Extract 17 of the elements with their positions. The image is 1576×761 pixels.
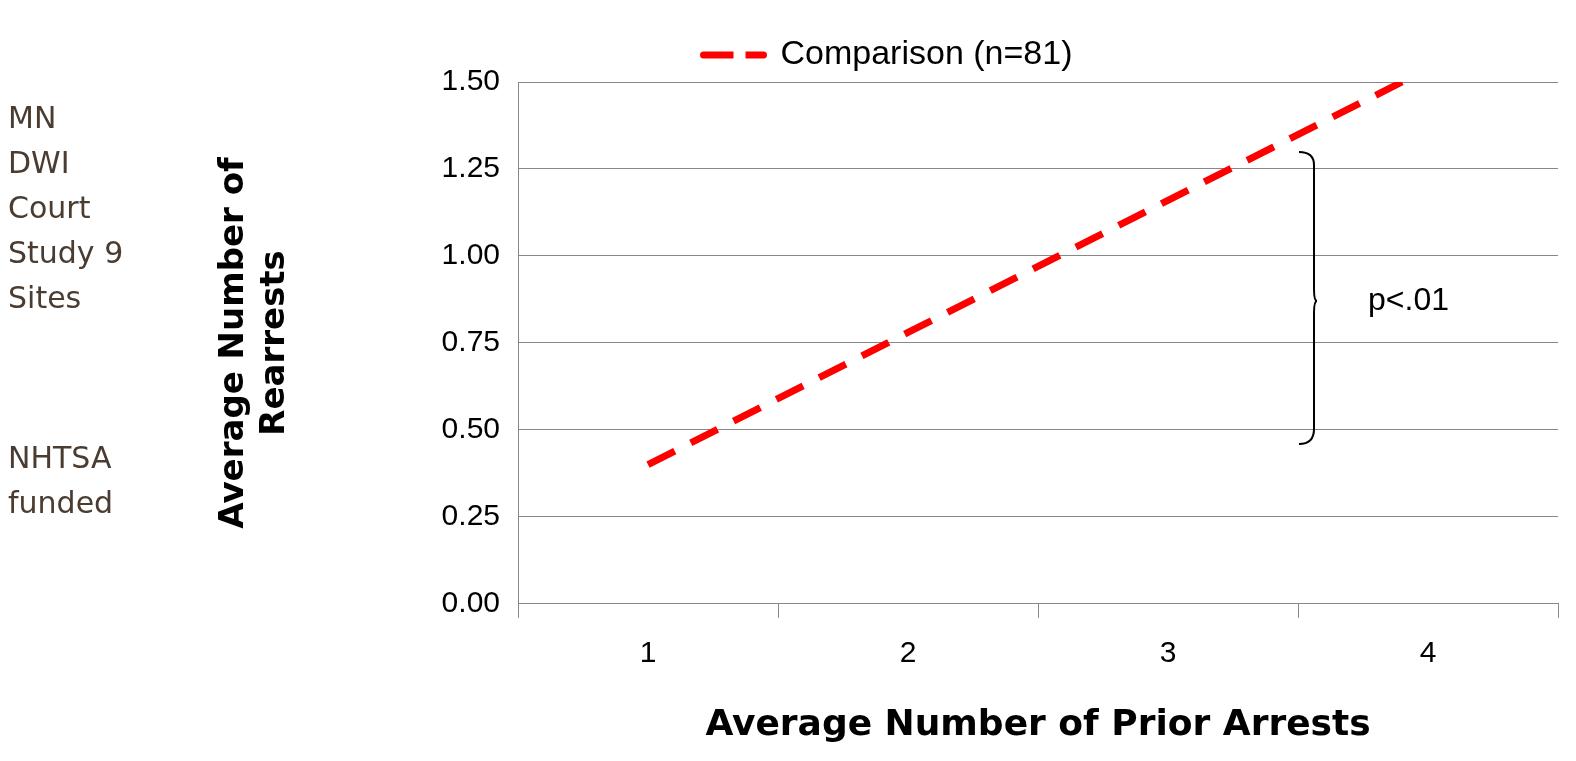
- y-tick-label: 0.00: [441, 585, 500, 619]
- x-tick-label: 2: [899, 635, 917, 669]
- y-tick-label: 0.25: [441, 498, 500, 532]
- legend-label: Comparison (n=81): [780, 33, 1073, 72]
- y-tick-label: 0.75: [441, 324, 500, 358]
- text: NHTSA funded: [8, 439, 115, 522]
- y-tick-label: 1.00: [441, 237, 500, 271]
- text: MN DWI Court Study 9 Sites: [8, 99, 125, 317]
- y-tick-label: 1.50: [441, 63, 500, 97]
- x-tick-label: 3: [1159, 635, 1177, 669]
- x-axis-title: Average Number of Prior Arrests: [705, 701, 1371, 743]
- x-tick-label: 4: [1419, 635, 1437, 669]
- annotation: p<.01: [1368, 280, 1449, 317]
- x-tick-label: 1: [639, 635, 657, 669]
- y-tick-label: 0.50: [441, 411, 500, 445]
- y-tick-label: 1.25: [441, 150, 500, 184]
- y-axis-title: Average Number of Rearrests: [211, 155, 293, 529]
